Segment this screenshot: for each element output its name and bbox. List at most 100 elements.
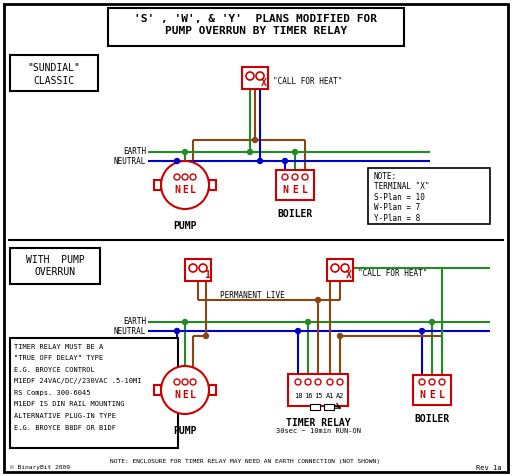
Circle shape — [175, 159, 180, 163]
Text: TIMER RELAY MUST BE A: TIMER RELAY MUST BE A — [14, 344, 103, 350]
Text: PUMP: PUMP — [173, 221, 197, 231]
Circle shape — [430, 319, 435, 325]
Circle shape — [199, 264, 207, 272]
Circle shape — [258, 159, 263, 163]
Circle shape — [175, 328, 180, 334]
Text: NOTE: ENCLOSURE FOR TIMER RELAY MAY NEED AN EARTH CONNECTION (NOT SHOWN): NOTE: ENCLOSURE FOR TIMER RELAY MAY NEED… — [110, 459, 380, 465]
Bar — [10, 338, 178, 448]
Bar — [10, 55, 98, 91]
Circle shape — [182, 319, 187, 325]
Text: M1EDF 24VAC/DC//230VAC .5-10MI: M1EDF 24VAC/DC//230VAC .5-10MI — [14, 378, 141, 385]
Circle shape — [439, 379, 445, 385]
Bar — [368, 168, 490, 224]
Circle shape — [315, 379, 321, 385]
Text: 16: 16 — [304, 393, 312, 399]
Text: 15: 15 — [314, 393, 322, 399]
Text: E.G. BROYCE CONTROL: E.G. BROYCE CONTROL — [14, 367, 95, 373]
Text: E.G. BROYCE B8DF OR B1DF: E.G. BROYCE B8DF OR B1DF — [14, 425, 116, 430]
Circle shape — [252, 138, 258, 142]
Text: © BinaryBit 2009: © BinaryBit 2009 — [10, 466, 70, 470]
Bar — [327, 259, 353, 281]
Text: PUMP: PUMP — [173, 426, 197, 436]
Text: E: E — [429, 390, 435, 400]
Bar — [185, 259, 211, 281]
Text: 18: 18 — [294, 393, 302, 399]
Circle shape — [189, 264, 197, 272]
Text: N: N — [282, 185, 288, 195]
Text: N: N — [419, 390, 425, 400]
Text: E: E — [292, 185, 298, 195]
Text: EARTH: EARTH — [123, 148, 146, 157]
Text: N: N — [174, 390, 180, 400]
Text: PERMANENT LIVE: PERMANENT LIVE — [220, 291, 285, 300]
Text: X: X — [261, 78, 267, 88]
Circle shape — [419, 379, 425, 385]
Circle shape — [305, 379, 311, 385]
Bar — [242, 67, 268, 89]
Text: 1: 1 — [204, 270, 210, 280]
Text: "CALL FOR HEAT": "CALL FOR HEAT" — [273, 77, 343, 86]
Circle shape — [283, 159, 288, 163]
Text: A1: A1 — [326, 393, 334, 399]
Text: OVERRUN: OVERRUN — [34, 267, 76, 277]
Text: M1EDF IS DIN RAIL MOUNTING: M1EDF IS DIN RAIL MOUNTING — [14, 401, 124, 407]
Circle shape — [174, 379, 180, 385]
Bar — [209, 385, 216, 395]
Text: L: L — [190, 390, 196, 400]
Text: X: X — [346, 270, 352, 280]
Circle shape — [327, 379, 333, 385]
Circle shape — [292, 149, 297, 155]
Text: L: L — [302, 185, 308, 195]
Circle shape — [190, 379, 196, 385]
Text: "CALL FOR HEAT": "CALL FOR HEAT" — [358, 268, 428, 278]
Bar — [288, 374, 348, 406]
Circle shape — [292, 174, 298, 180]
Circle shape — [282, 174, 288, 180]
Text: NEUTRAL: NEUTRAL — [114, 327, 146, 336]
Circle shape — [161, 161, 209, 209]
Circle shape — [337, 334, 343, 338]
Text: E: E — [182, 390, 188, 400]
Bar — [310, 404, 320, 410]
Text: A2: A2 — [336, 393, 344, 399]
Circle shape — [429, 379, 435, 385]
Circle shape — [182, 379, 188, 385]
Text: L: L — [190, 185, 196, 195]
Text: TIMER RELAY: TIMER RELAY — [286, 418, 350, 428]
Circle shape — [174, 174, 180, 180]
Text: "SUNDIAL": "SUNDIAL" — [28, 63, 80, 73]
Text: Rev 1a: Rev 1a — [477, 465, 502, 471]
Text: WITH  PUMP: WITH PUMP — [26, 255, 84, 265]
Circle shape — [341, 264, 349, 272]
Text: EARTH: EARTH — [123, 317, 146, 327]
Circle shape — [302, 174, 308, 180]
Circle shape — [182, 149, 187, 155]
Bar — [209, 180, 216, 190]
Text: 30sec ~ 10min RUN-ON: 30sec ~ 10min RUN-ON — [275, 428, 360, 434]
Text: PUMP OVERRUN BY TIMER RELAY: PUMP OVERRUN BY TIMER RELAY — [165, 26, 347, 36]
Text: RS Comps. 300-6045: RS Comps. 300-6045 — [14, 390, 91, 396]
Text: N: N — [174, 185, 180, 195]
Text: ALTERNATIVE PLUG-IN TYPE: ALTERNATIVE PLUG-IN TYPE — [14, 413, 116, 419]
Bar — [413, 375, 451, 405]
Bar — [108, 8, 404, 46]
Bar — [276, 170, 314, 200]
Circle shape — [247, 149, 252, 155]
Circle shape — [419, 328, 424, 334]
Circle shape — [331, 264, 339, 272]
Text: BOILER: BOILER — [278, 209, 313, 219]
Bar — [324, 404, 334, 410]
Circle shape — [203, 334, 208, 338]
Text: L: L — [439, 390, 445, 400]
Circle shape — [295, 328, 301, 334]
Circle shape — [246, 72, 254, 80]
Circle shape — [182, 174, 188, 180]
Text: NEUTRAL: NEUTRAL — [114, 157, 146, 166]
Text: "TRUE OFF DELAY" TYPE: "TRUE OFF DELAY" TYPE — [14, 356, 103, 361]
Text: NOTE:
TERMINAL "X"
S-Plan = 10
W-Plan = 7
Y-Plan = 8: NOTE: TERMINAL "X" S-Plan = 10 W-Plan = … — [374, 172, 430, 223]
Circle shape — [295, 379, 301, 385]
Bar — [154, 180, 161, 190]
Circle shape — [337, 379, 343, 385]
Bar — [154, 385, 161, 395]
Circle shape — [190, 174, 196, 180]
